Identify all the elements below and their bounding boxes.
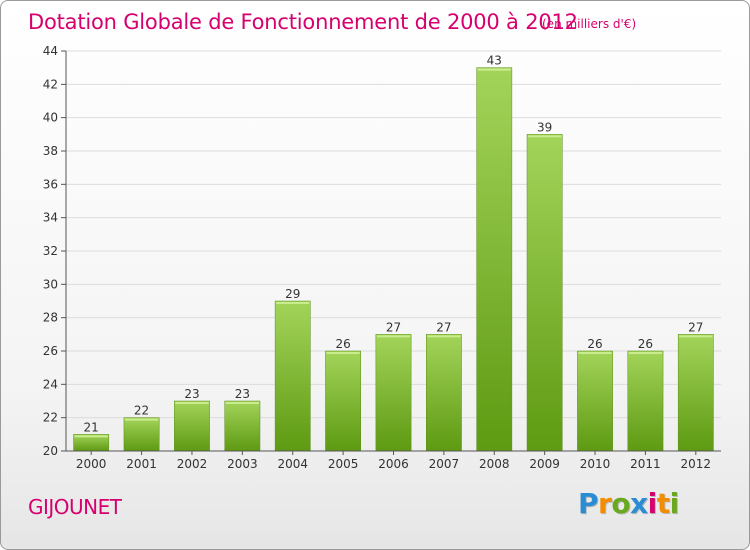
proxiti-logo: Proxiti xyxy=(578,487,679,520)
data-label: 22 xyxy=(134,404,149,418)
logo-letter: x xyxy=(630,487,648,520)
bar-highlight xyxy=(477,68,511,71)
y-tick-label: 30 xyxy=(43,277,58,291)
bar-2012 xyxy=(677,334,714,452)
data-label: 23 xyxy=(235,387,250,401)
x-axis: 2000 2001 2002 2003 2004 2005 2006 2007 2008 2009… xyxy=(66,450,721,471)
data-label: 27 xyxy=(688,320,703,334)
y-tick-label: 28 xyxy=(43,311,58,325)
bar-2004 xyxy=(274,300,311,452)
data-label: 23 xyxy=(184,387,199,401)
x-tick-label: 2005 xyxy=(328,457,359,471)
x-tick-label: 2011 xyxy=(630,457,661,471)
y-tick-label: 34 xyxy=(43,211,58,225)
x-tick-label: 2009 xyxy=(529,457,560,471)
x-tick-label: 2006 xyxy=(378,457,409,471)
bar-highlight xyxy=(175,402,209,404)
y-tick-label: 22 xyxy=(43,411,58,425)
data-label: 27 xyxy=(386,320,401,334)
bar-2010 xyxy=(577,350,613,452)
x-tick-label: 2007 xyxy=(429,457,460,471)
y-tick-label: 32 xyxy=(43,244,58,258)
data-label: 39 xyxy=(537,120,552,134)
logo-letter: r xyxy=(598,487,612,520)
logo-letter: P xyxy=(578,487,599,520)
bar-highlight xyxy=(528,135,562,138)
bar-2001 xyxy=(123,417,160,452)
data-label: 29 xyxy=(285,287,300,301)
y-tick-label: 36 xyxy=(43,177,58,191)
bar-highlight xyxy=(225,402,259,404)
logo-letter: o xyxy=(611,487,631,520)
bar-highlight xyxy=(679,335,713,338)
x-tick-label: 2001 xyxy=(126,457,157,471)
y-tick-label: 20 xyxy=(43,444,58,458)
bar-highlight xyxy=(124,418,159,421)
data-label: 26 xyxy=(587,337,602,351)
data-label: 21 xyxy=(84,420,99,434)
bar-highlight xyxy=(276,302,310,304)
bar-2006 xyxy=(375,334,412,452)
x-tick-label: 2010 xyxy=(580,457,611,471)
bar-2007 xyxy=(426,334,462,452)
data-label: 26 xyxy=(638,337,653,351)
bar-highlight xyxy=(376,335,411,338)
chart-subtitle: (en milliers d'€) xyxy=(542,17,637,31)
logo-letter: i xyxy=(669,487,680,520)
y-tick-label: 38 xyxy=(43,144,58,158)
logo-letter: t xyxy=(656,487,670,520)
bar-highlight xyxy=(628,352,663,354)
x-tick-label: 2002 xyxy=(177,457,208,471)
data-label: 27 xyxy=(436,320,451,334)
x-tick-label: 2004 xyxy=(277,457,308,471)
bar-2011 xyxy=(627,350,664,452)
data-label: 26 xyxy=(335,337,350,351)
x-tick-label: 2000 xyxy=(76,457,107,471)
y-tick-label: 24 xyxy=(43,377,58,391)
bar-2008 xyxy=(476,67,513,452)
x-tick-label: 2003 xyxy=(227,457,258,471)
y-axis: 20 22 24 26 28 30 32 34 36 38 40 42 44 xyxy=(43,44,67,458)
commune-name: GIJOUNET xyxy=(28,495,122,519)
bar-highlight xyxy=(326,352,360,354)
bar-2002 xyxy=(174,400,210,452)
bar-2009 xyxy=(526,134,563,452)
bar-highlight xyxy=(74,435,108,438)
x-tick-label: 2012 xyxy=(681,457,712,471)
bar-highlight xyxy=(578,352,612,354)
x-tick-label: 2008 xyxy=(479,457,510,471)
bar-2003 xyxy=(224,400,261,452)
y-tick-label: 42 xyxy=(43,77,58,91)
y-tick-label: 44 xyxy=(43,44,58,58)
bar-2005 xyxy=(325,350,362,452)
logo-letter: i xyxy=(647,487,658,520)
bars: 21 22 23 23 29 26 27 27 43 39 26 26 27 xyxy=(73,54,714,452)
y-tick-label: 26 xyxy=(43,344,58,358)
y-tick-label: 40 xyxy=(43,111,58,125)
chart-title: Dotation Globale de Fonctionnement de 20… xyxy=(28,10,578,34)
bar-highlight xyxy=(427,335,461,338)
data-label: 43 xyxy=(487,54,502,68)
